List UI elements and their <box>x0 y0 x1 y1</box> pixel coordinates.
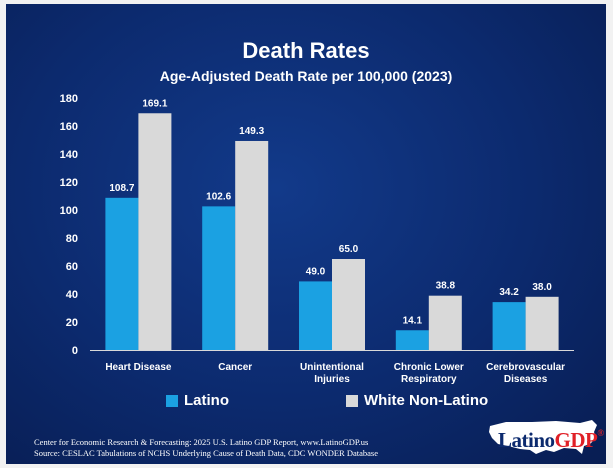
data-label: 108.7 <box>109 183 134 194</box>
bar <box>428 295 462 350</box>
y-tick-label: 180 <box>60 93 78 105</box>
y-tick-label: 100 <box>60 205 78 217</box>
y-tick-label: 160 <box>60 121 78 133</box>
bar <box>332 259 365 350</box>
bar <box>395 330 429 350</box>
legend-item-latino: Latino <box>166 392 229 409</box>
y-tick-label: 40 <box>66 289 78 301</box>
bar <box>492 302 526 350</box>
data-label: 34.2 <box>499 287 519 298</box>
bar <box>138 113 172 350</box>
chart-slide: Death Rates Age-Adjusted Death Rate per … <box>6 4 606 464</box>
us-map-icon <box>489 420 597 454</box>
data-label: 38.8 <box>436 281 456 292</box>
source-line-2: Source: CESLAC Tabulations of NCHS Under… <box>34 448 378 458</box>
bar <box>235 140 269 350</box>
legend-item-white-non-latino: White Non-Latino <box>346 392 488 409</box>
data-label: 169.1 <box>142 98 167 109</box>
y-tick-label: 80 <box>66 233 78 245</box>
y-tick-label: 60 <box>66 261 78 273</box>
latinogdp-logo: LatinoGDP® <box>484 416 604 456</box>
x-tick-label: Respiratory <box>401 374 457 385</box>
bar <box>525 296 559 350</box>
bar-chart: 0 20 40 60 80 100 120 140 160 180 108.7 169.1 Heart … <box>60 93 574 385</box>
legend-label-white-non-latino: White Non-Latino <box>364 392 489 409</box>
chart-subtitle: Age-Adjusted Death Rate per 100,000 (202… <box>159 68 453 84</box>
legend-swatch-latino <box>166 394 178 407</box>
source-line-1: Center for Economic Research & Forecasti… <box>34 437 369 447</box>
data-label: 149.3 <box>239 126 264 137</box>
logo-wordmark: LatinoGDP® <box>498 428 604 453</box>
bar <box>202 206 236 350</box>
data-label: 49.0 <box>306 266 326 277</box>
y-tick-label: 140 <box>60 149 78 161</box>
logo-registered-mark: ® <box>597 428 604 438</box>
logo-text-gdp: GDP <box>554 428 598 452</box>
bar <box>105 197 139 350</box>
x-tick-label: Cancer <box>218 362 252 373</box>
x-tick-label: Unintentional <box>300 362 364 373</box>
y-tick-label: 120 <box>60 177 78 189</box>
chart-title: Death Rates <box>242 38 370 63</box>
x-tick-label: Chronic Lower <box>394 362 464 373</box>
source-note: Center for Economic Research & Forecasti… <box>34 437 378 459</box>
legend-label-latino: Latino <box>184 392 229 409</box>
logo-text-latino: Latino <box>498 428 555 452</box>
data-label: 14.1 <box>403 315 423 326</box>
x-tick-label: Diseases <box>504 374 548 385</box>
legend-swatch-white-non-latino <box>346 394 358 407</box>
chart-legend: Latino White Non-Latino <box>156 392 556 412</box>
y-tick-label: 20 <box>66 317 78 329</box>
data-label: 102.6 <box>206 191 231 202</box>
x-tick-label: Injuries <box>314 374 350 385</box>
bar <box>299 281 332 350</box>
x-tick-label: Heart Disease <box>105 362 172 373</box>
data-label: 65.0 <box>339 244 359 255</box>
x-tick-label: Cerebrovascular <box>486 362 565 373</box>
data-label: 38.0 <box>532 282 552 293</box>
y-tick-label: 0 <box>72 345 78 357</box>
